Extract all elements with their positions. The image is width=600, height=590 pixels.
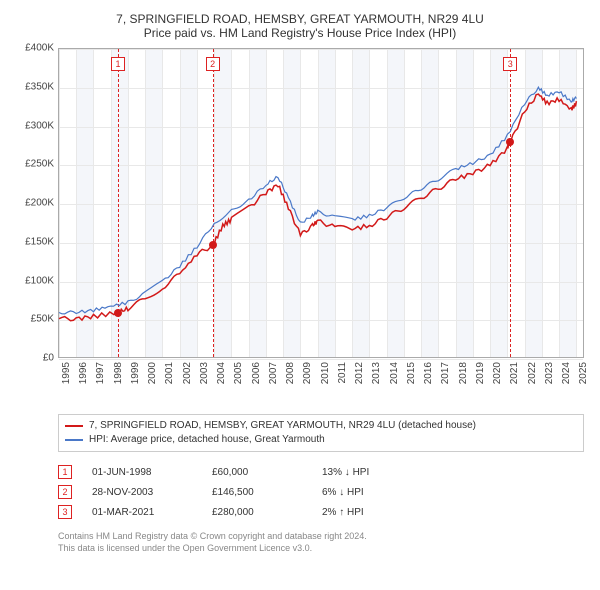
x-tick-label: 1998: [113, 362, 124, 384]
event-marker-dot: [506, 138, 514, 146]
x-tick-label: 2016: [423, 362, 434, 384]
y-tick-label: £50K: [31, 314, 54, 325]
x-tick-label: 1995: [61, 362, 72, 384]
y-tick-label: £350K: [25, 81, 54, 92]
event-marker-box: 3: [503, 57, 517, 71]
x-tick-label: 2004: [216, 362, 227, 384]
legend-row: 7, SPRINGFIELD ROAD, HEMSBY, GREAT YARMO…: [65, 419, 577, 433]
event-marker-box: 1: [111, 57, 125, 71]
y-tick-label: £200K: [25, 198, 54, 209]
event-marker-dot: [209, 241, 217, 249]
x-tick-label: 2013: [371, 362, 382, 384]
x-tick-label: 2005: [233, 362, 244, 384]
footnote-line-2: This data is licensed under the Open Gov…: [58, 542, 586, 554]
x-tick-label: 2007: [268, 362, 279, 384]
event-row-num: 2: [58, 485, 72, 499]
x-tick-label: 2018: [458, 362, 469, 384]
event-row-date: 01-JUN-1998: [92, 467, 192, 478]
event-marker-dot: [114, 309, 122, 317]
x-tick-label: 2012: [354, 362, 365, 384]
event-row-num: 3: [58, 505, 72, 519]
x-tick-label: 2022: [527, 362, 538, 384]
event-row-price: £146,500: [212, 487, 302, 498]
y-axis-labels: £0£50K£100K£150K£200K£250K£300K£350K£400…: [14, 48, 56, 358]
event-row-num: 1: [58, 465, 72, 479]
chart-subtitle: Price paid vs. HM Land Registry's House …: [14, 26, 586, 40]
event-row: 3 01-MAR-2021 £280,000 2% ↑ HPI: [58, 502, 584, 522]
event-row-date: 01-MAR-2021: [92, 507, 192, 518]
y-tick-label: £0: [43, 353, 54, 364]
x-tick-label: 1999: [130, 362, 141, 384]
footnote-line-1: Contains HM Land Registry data © Crown c…: [58, 530, 586, 542]
x-tick-label: 2000: [147, 362, 158, 384]
chart-area: £0£50K£100K£150K£200K£250K£300K£350K£400…: [14, 48, 586, 408]
x-tick-label: 2024: [561, 362, 572, 384]
x-tick-label: 2002: [182, 362, 193, 384]
series-hpi: [59, 87, 576, 314]
plot-region: 1 2 3: [58, 48, 584, 358]
legend-swatch: [65, 439, 83, 441]
x-axis-labels: 1995 1996 1997 1998 1999 2000 2001 2002 2003 2004…: [58, 360, 584, 408]
x-tick-label: 2001: [164, 362, 175, 384]
event-row-pct: 6% ↓ HPI: [322, 487, 402, 498]
x-tick-label: 1997: [95, 362, 106, 384]
event-table: 1 01-JUN-1998 £60,000 13% ↓ HPI 2 28-NOV-2003…: [58, 462, 584, 522]
legend-label: HPI: Average price, detached house, Grea…: [89, 433, 325, 447]
y-tick-label: £400K: [25, 43, 54, 54]
legend-swatch: [65, 425, 83, 427]
line-series-svg: [59, 49, 585, 359]
x-tick-label: 2017: [440, 362, 451, 384]
y-tick-label: £150K: [25, 236, 54, 247]
x-tick-label: 2003: [199, 362, 210, 384]
x-tick-label: 2008: [285, 362, 296, 384]
legend-label: 7, SPRINGFIELD ROAD, HEMSBY, GREAT YARMO…: [89, 419, 476, 433]
x-tick-label: 2014: [389, 362, 400, 384]
x-tick-label: 2023: [544, 362, 555, 384]
title-block: 7, SPRINGFIELD ROAD, HEMSBY, GREAT YARMO…: [14, 12, 586, 40]
x-tick-label: 2010: [320, 362, 331, 384]
y-tick-label: £100K: [25, 275, 54, 286]
x-tick-label: 2015: [406, 362, 417, 384]
chart-title: 7, SPRINGFIELD ROAD, HEMSBY, GREAT YARMO…: [14, 12, 586, 26]
y-tick-label: £300K: [25, 120, 54, 131]
event-row-date: 28-NOV-2003: [92, 487, 192, 498]
y-tick-label: £250K: [25, 159, 54, 170]
x-tick-label: 2020: [492, 362, 503, 384]
event-row-pct: 2% ↑ HPI: [322, 507, 402, 518]
x-tick-label: 2006: [251, 362, 262, 384]
x-tick-label: 2011: [337, 362, 348, 384]
x-tick-label: 2009: [302, 362, 313, 384]
x-tick-label: 2021: [509, 362, 520, 384]
legend-row: HPI: Average price, detached house, Grea…: [65, 433, 577, 447]
x-tick-label: 2025: [578, 362, 589, 384]
series-property: [59, 94, 576, 321]
footnote: Contains HM Land Registry data © Crown c…: [58, 530, 586, 554]
legend: 7, SPRINGFIELD ROAD, HEMSBY, GREAT YARMO…: [58, 414, 584, 452]
event-row: 1 01-JUN-1998 £60,000 13% ↓ HPI: [58, 462, 584, 482]
x-tick-label: 1996: [78, 362, 89, 384]
event-row-price: £60,000: [212, 467, 302, 478]
event-marker-box: 2: [206, 57, 220, 71]
event-row-pct: 13% ↓ HPI: [322, 467, 402, 478]
event-row: 2 28-NOV-2003 £146,500 6% ↓ HPI: [58, 482, 584, 502]
x-tick-label: 2019: [475, 362, 486, 384]
event-row-price: £280,000: [212, 507, 302, 518]
